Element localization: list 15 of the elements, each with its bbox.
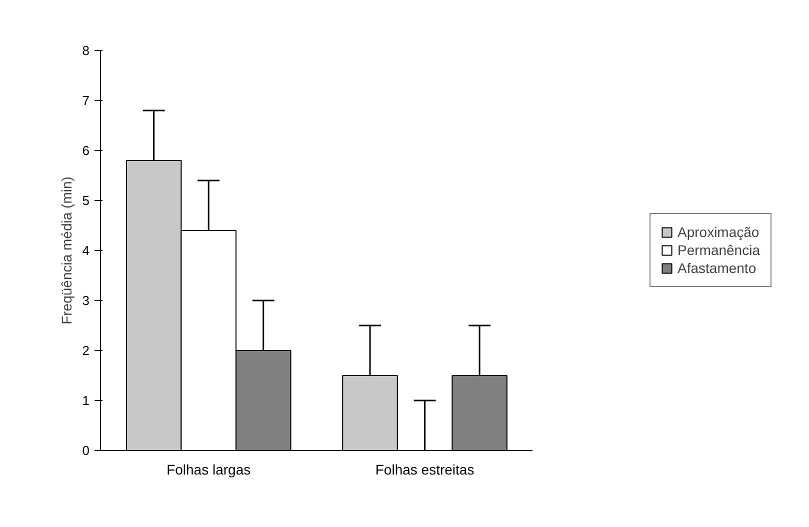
y-tick-label: 3 [82, 293, 90, 308]
x-tick-label: Folhas estreitas [375, 462, 474, 478]
y-tick-label: 5 [82, 193, 90, 208]
x-tick-label: Folhas largas [166, 462, 251, 478]
legend-label: Afastamento [678, 260, 756, 276]
y-tick-label: 8 [82, 43, 90, 58]
y-tick-label: 6 [82, 143, 90, 158]
y-axis-title: Freqüência média (min) [58, 176, 74, 324]
y-tick-label: 7 [82, 93, 90, 108]
legend-label: Aproximação [678, 224, 760, 240]
legend-label: Permanência [678, 242, 760, 258]
y-tick-label: 0 [82, 443, 90, 458]
y-tick-label: 2 [82, 343, 90, 358]
y-tick-label: 4 [82, 243, 90, 258]
y-tick-label: 1 [82, 393, 90, 408]
